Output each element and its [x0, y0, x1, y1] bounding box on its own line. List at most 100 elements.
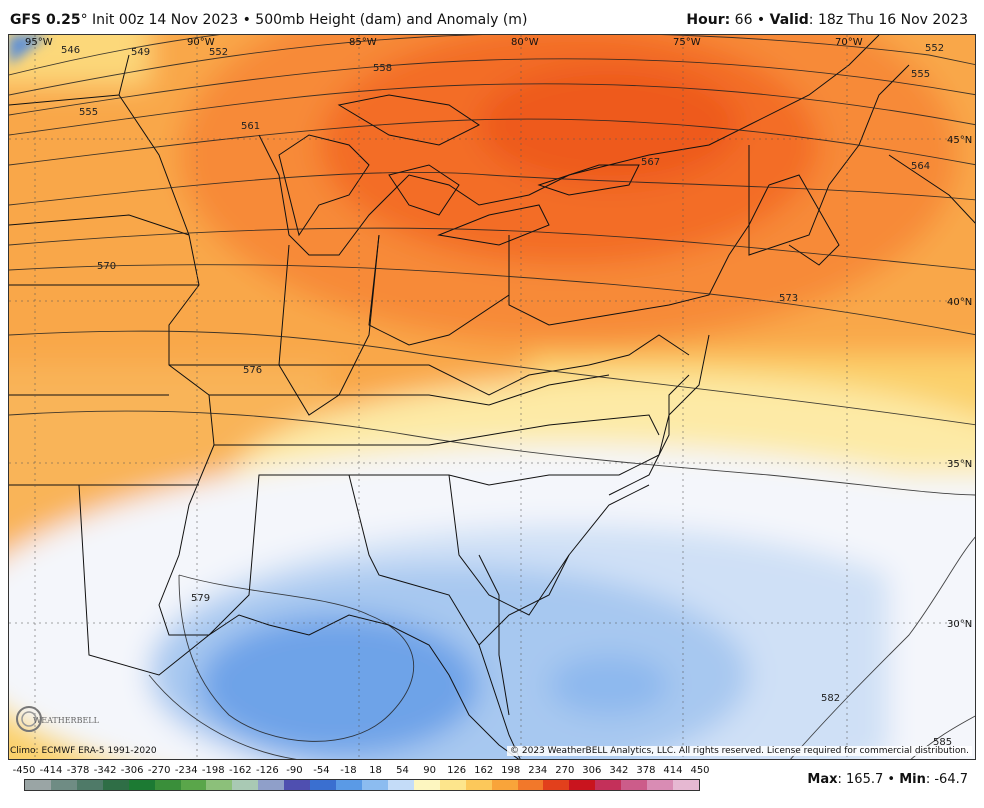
- legend-swatch: [25, 780, 51, 790]
- degree-symbol: °: [80, 12, 88, 28]
- legend-swatch: [180, 780, 207, 790]
- contour-label: 579: [191, 593, 210, 604]
- legend-label: -54: [313, 765, 330, 776]
- legend-label: -270: [147, 765, 171, 776]
- legend-swatch: [647, 780, 674, 790]
- latitude-labels: 45°N 40°N 35°N 30°N: [947, 135, 972, 630]
- longitude-labels: 95°W 90°W 85°W 80°W 75°W 70°W: [25, 37, 863, 48]
- legend-swatch: [595, 780, 622, 790]
- min-label: Min: [899, 772, 926, 787]
- legend-swatch: [258, 780, 285, 790]
- init-time: Init 00z 14 Nov 2023: [87, 12, 239, 28]
- valid-label: Valid: [769, 12, 809, 28]
- legend-label: 234: [528, 765, 548, 776]
- legend-label: -378: [66, 765, 90, 776]
- legend-label: 162: [474, 765, 494, 776]
- legend-label: 90: [423, 765, 436, 776]
- lat-lon-grid: [9, 35, 975, 759]
- climo-note: Climo: ECMWF ERA-5 1991-2020: [10, 746, 157, 756]
- legend-label: 18: [369, 765, 382, 776]
- chart-title: GFS 0.25° Init 00z 14 Nov 2023 • 500mb H…: [10, 12, 527, 28]
- lon-label: 90°W: [187, 37, 215, 48]
- max-min-readout: Max: 165.7 • Min: -64.7: [807, 772, 968, 787]
- legend-label: 342: [609, 765, 629, 776]
- contour-label: 552: [209, 47, 228, 58]
- legend-swatch: [413, 780, 440, 790]
- contour-label: 564: [911, 161, 930, 172]
- legend-swatch: [206, 780, 233, 790]
- legend-swatch: [102, 780, 129, 790]
- header: GFS 0.25° Init 00z 14 Nov 2023 • 500mb H…: [0, 0, 984, 34]
- legend-labels: -450 -414 -378 -342 -306 -270 -234 -198 -162 -126…: [13, 765, 710, 779]
- min-value: : -64.7: [925, 772, 968, 787]
- contour-label: 582: [821, 693, 840, 704]
- legend-label: -198: [201, 765, 225, 776]
- max-label: Max: [807, 772, 838, 787]
- hour-value: 66: [730, 12, 753, 28]
- contour-label: 549: [131, 47, 150, 58]
- legend-label: -234: [174, 765, 198, 776]
- legend-swatch: [128, 780, 155, 790]
- legend-swatch: [543, 780, 570, 790]
- legend-label: 198: [501, 765, 521, 776]
- legend-label: 270: [555, 765, 575, 776]
- legend-swatch: [336, 780, 362, 790]
- contour-label: 585: [933, 737, 952, 748]
- legend-label: -126: [256, 765, 279, 776]
- legend-swatch: [50, 780, 77, 790]
- weather-map[interactable]: 95°W 90°W 85°W 80°W 75°W 70°W 45°N 40°N …: [8, 34, 976, 760]
- lat-label: 40°N: [947, 297, 972, 308]
- lat-label: 45°N: [947, 135, 972, 146]
- legend-swatch: [491, 780, 518, 790]
- legend-label: 414: [663, 765, 683, 776]
- weatherbell-logo-icon: WEATHERBELL: [16, 706, 100, 732]
- legend-swatch: [76, 780, 103, 790]
- legend-swatch: [517, 780, 544, 790]
- max-value: : 165.7: [837, 772, 884, 787]
- contour-label: 546: [61, 45, 80, 56]
- anomaly-fill: [9, 35, 975, 759]
- contour-labels: 546 549 552 555 558 561 564 567 570 573 …: [61, 43, 952, 748]
- legend-label: -342: [93, 765, 117, 776]
- borders: [9, 35, 975, 759]
- legend-label: -450: [12, 765, 36, 776]
- height-contours: [9, 35, 975, 759]
- contour-label: 576: [243, 365, 262, 376]
- hour-label: Hour:: [686, 12, 731, 28]
- contour-label: 555: [911, 69, 930, 80]
- contour-label: 573: [779, 293, 798, 304]
- anomaly-low-top-left: [9, 35, 49, 65]
- legend-color-bar: [24, 779, 700, 791]
- legend-label: 54: [396, 765, 409, 776]
- valid-separator: •: [752, 12, 770, 28]
- contour-label: 552: [925, 43, 944, 54]
- lat-label: 30°N: [947, 619, 972, 630]
- legend-label: -90: [286, 765, 303, 776]
- lon-label: 70°W: [835, 37, 863, 48]
- legend-swatch: [465, 780, 492, 790]
- legend-swatch: [284, 780, 311, 790]
- contour-label: 555: [79, 107, 98, 118]
- map-canvas: 95°W 90°W 85°W 80°W 75°W 70°W 45°N 40°N …: [9, 35, 975, 759]
- legend-swatch: [673, 780, 699, 790]
- lon-label: 85°W: [349, 37, 377, 48]
- legend-swatch: [154, 780, 181, 790]
- legend-swatch: [387, 780, 414, 790]
- great-lakes: [278, 94, 640, 246]
- legend-label: 378: [636, 765, 656, 776]
- lat-label: 35°N: [947, 459, 972, 470]
- legend-label: -162: [228, 765, 252, 776]
- copyright-note: © 2023 WeatherBELL Analytics, LLC. All r…: [507, 746, 972, 756]
- lon-label: 80°W: [511, 37, 539, 48]
- logo-text: WEATHERBELL: [33, 716, 100, 725]
- legend-swatch: [232, 780, 259, 790]
- legend-label: 450: [690, 765, 710, 776]
- model-name: GFS 0.25: [10, 12, 81, 28]
- valid-value: : 18z Thu 16 Nov 2023: [808, 12, 968, 28]
- maxmin-separator: •: [883, 772, 900, 787]
- title-separator: •: [238, 12, 256, 28]
- product-name: 500mb Height (dam) and Anomaly (m): [255, 12, 528, 28]
- legend-label: -414: [39, 765, 63, 776]
- legend-label: 306: [582, 765, 602, 776]
- lon-label: 95°W: [25, 37, 53, 48]
